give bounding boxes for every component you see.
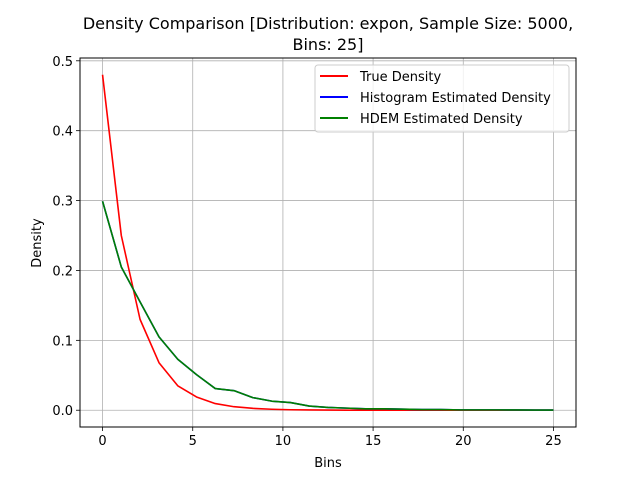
- legend-label-true-density: True Density: [359, 70, 441, 85]
- x-tick-label: 5: [189, 434, 197, 449]
- y-tick-label: 0.5: [52, 55, 73, 70]
- x-tick-label: 15: [365, 434, 382, 449]
- y-tick-label: 0.0: [52, 404, 73, 419]
- chart-title-line-1: Density Comparison [Distribution: expon,…: [83, 14, 573, 33]
- y-tick-label: 0.2: [52, 264, 73, 279]
- y-tick-label: 0.1: [52, 334, 73, 349]
- x-tick-label: 10: [275, 434, 292, 449]
- y-tick-label: 0.4: [52, 125, 73, 140]
- x-tick-label: 20: [455, 434, 472, 449]
- axis-ticks: 0 5 10 15 20 25 0.0 0.1 0.2 0.3 0.4 0.5: [52, 55, 561, 449]
- plot-frame: [79, 57, 577, 428]
- legend-label-histogram-density: Histogram Estimated Density: [360, 91, 551, 106]
- x-tick-label: 0: [98, 434, 106, 449]
- legend-box: [314, 64, 570, 133]
- y-tick-label: 0.3: [52, 195, 73, 210]
- hdem-density-line: [101, 201, 554, 411]
- y-axis-label: Density: [30, 218, 45, 268]
- legend-label-hdem-density: HDEM Estimated Density: [360, 112, 523, 127]
- x-tick-label: 25: [545, 434, 562, 449]
- x-axis-label: Bins: [314, 456, 342, 471]
- legend: True Density Histogram Estimated Density…: [314, 64, 570, 133]
- series-lines: [101, 74, 554, 412]
- chart-title-line-2: Bins: 25]: [293, 35, 364, 54]
